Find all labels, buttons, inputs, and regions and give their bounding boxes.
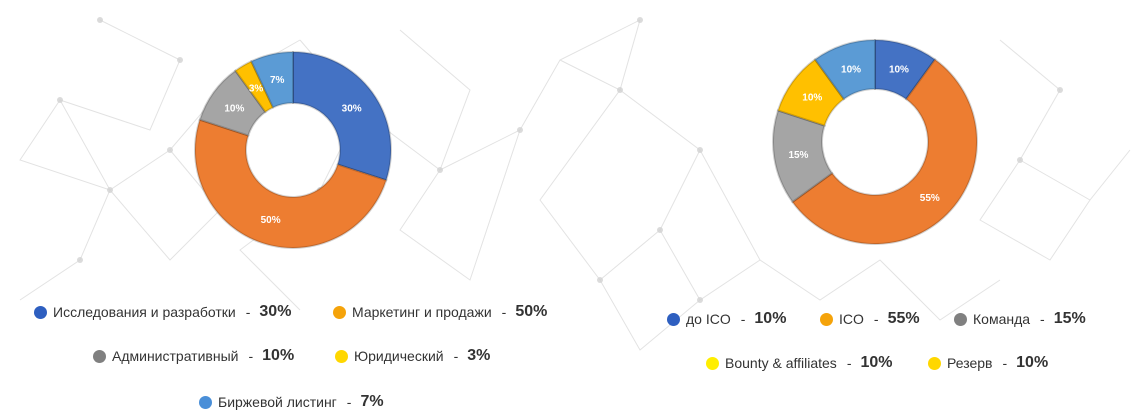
donut-chart-tokens: 10% 55% 15% 10% 10%	[772, 38, 978, 245]
legend-dot	[820, 312, 833, 326]
legend-value: 55%	[887, 310, 920, 327]
legend-value: 3%	[467, 347, 491, 364]
slice-label-3: 10%	[802, 92, 822, 103]
slice-label-1: 50%	[261, 215, 281, 226]
donut-chart-budget: 30% 50% 10% 3% 7%	[194, 50, 392, 249]
legend-item-listing: Биржевой листинг - 7%	[199, 393, 384, 411]
legend-dot	[333, 305, 346, 319]
slice-label-0: 10%	[889, 64, 909, 75]
slice-label-2: 10%	[224, 103, 244, 114]
legend-value: 7%	[360, 393, 384, 410]
legend-value: 50%	[515, 303, 548, 320]
legend-label: Маркетинг и продажи	[352, 304, 492, 320]
donut-slice-4	[249, 50, 294, 109]
legend-label: Резерв	[947, 355, 993, 371]
slice-label-4: 7%	[270, 75, 285, 86]
donut-slice-2	[198, 69, 267, 137]
donut-slice-1	[791, 58, 978, 245]
legend-label: Исследования и разработки	[53, 304, 236, 320]
legend-dot	[706, 356, 719, 370]
legend-item-research: Исследования и разработки - 30%	[34, 303, 291, 321]
legend-dot	[335, 349, 348, 363]
legend-item-bounty: Bounty & affiliates - 10%	[706, 354, 893, 372]
legend-item-pre-ico: до ICO - 10%	[667, 310, 786, 328]
donut-slice-1	[194, 118, 388, 249]
legend-value: 10%	[860, 354, 893, 371]
legend-value: 10%	[262, 347, 295, 364]
legend-dot	[954, 312, 967, 326]
slice-label-0: 30%	[342, 103, 362, 114]
legend-item-legal: Юридический - 3%	[335, 347, 490, 365]
slice-label-4: 10%	[841, 64, 861, 75]
legend-item-team: Команда - 15%	[954, 310, 1086, 328]
slice-label-3: 3%	[249, 84, 264, 95]
legend-label: Bounty & affiliates	[725, 355, 837, 371]
legend-value: 30%	[259, 303, 292, 320]
donut-slice-0	[292, 50, 392, 182]
legend-dot	[667, 312, 680, 326]
legend-dot	[93, 349, 106, 363]
legend-label: Биржевой листинг	[218, 394, 337, 410]
legend-dot	[199, 395, 212, 409]
legend-item-ico: ICO - 55%	[820, 310, 920, 328]
legend-label: Административный	[112, 348, 239, 364]
legend-label: Юридический	[354, 348, 444, 364]
slice-label-2: 15%	[788, 150, 808, 161]
legend-value: 10%	[1016, 354, 1049, 371]
donut-slice-2	[772, 109, 834, 204]
donut-slice-4	[813, 38, 876, 101]
legend-label: до ICO	[686, 311, 731, 327]
legend-item-administrative: Административный - 10%	[93, 347, 294, 365]
legend-value: 15%	[1053, 310, 1086, 327]
legend-value: 10%	[754, 310, 787, 327]
slice-label-1: 55%	[920, 193, 940, 204]
legend-label: ICO	[839, 311, 864, 327]
legend-dot	[928, 356, 941, 370]
legend-label: Команда	[973, 311, 1031, 327]
legend-item-marketing: Маркетинг и продажи - 50%	[333, 303, 547, 321]
legend-item-reserve: Резерв - 10%	[928, 354, 1048, 372]
legend-dot	[34, 305, 47, 319]
donut-slice-3	[776, 58, 846, 127]
